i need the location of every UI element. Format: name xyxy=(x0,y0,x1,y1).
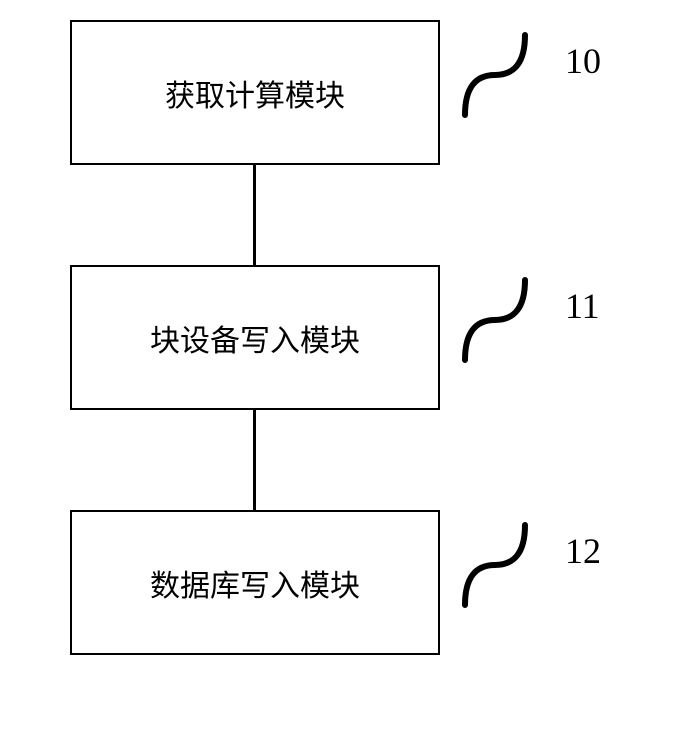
node-number-label: 10 xyxy=(565,40,601,82)
bracket-icon xyxy=(460,270,540,375)
connector-line xyxy=(253,410,256,510)
node-label: 数据库写入模块 xyxy=(150,561,360,605)
node-number-label: 12 xyxy=(565,530,601,572)
node-label: 获取计算模块 xyxy=(165,71,345,115)
bracket-icon xyxy=(460,515,540,620)
node-acquire-compute-module: 获取计算模块 xyxy=(70,20,440,165)
node-block-device-write-module: 块设备写入模块 xyxy=(70,265,440,410)
node-number-label: 11 xyxy=(565,285,600,327)
bracket-icon xyxy=(460,25,540,130)
node-label: 块设备写入模块 xyxy=(150,316,360,360)
connector-line xyxy=(253,165,256,265)
node-database-write-module: 数据库写入模块 xyxy=(70,510,440,655)
